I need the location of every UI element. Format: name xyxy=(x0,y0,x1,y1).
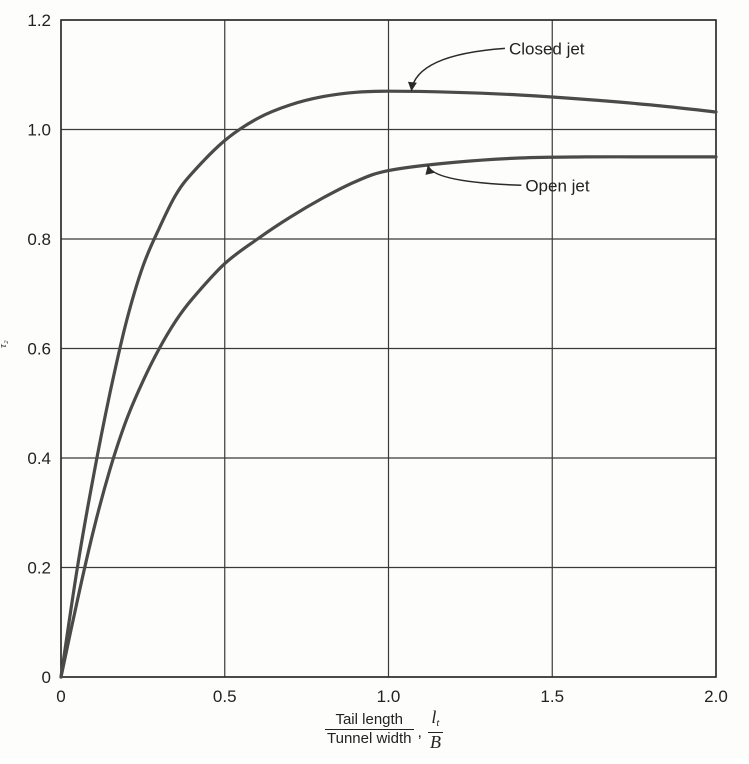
y-tick-label: 0.4 xyxy=(27,449,51,468)
annotation-label: Closed jet xyxy=(509,39,585,58)
y-tick-label: 0.6 xyxy=(27,340,51,359)
x-axis-label-fraction: Tail length Tunnel width xyxy=(325,711,414,748)
annotation-leader xyxy=(427,164,522,186)
x-axis-symbol-sub: t xyxy=(436,717,440,729)
x-axis-label: Tail length Tunnel width , lt B xyxy=(325,708,443,751)
x-tick-label: 1.0 xyxy=(377,687,401,706)
x-axis-symbol-l: l xyxy=(431,707,437,727)
y-tick-label: 0.8 xyxy=(27,230,51,249)
y-tick-label: 1.2 xyxy=(27,11,51,30)
y-tick-label: 0 xyxy=(42,668,51,687)
annotation-arrowhead xyxy=(425,165,435,175)
x-tick-label: 2.0 xyxy=(704,687,728,706)
y-tick-label: 0.2 xyxy=(27,559,51,578)
x-axis-label-comma: , xyxy=(417,723,422,741)
x-axis-label-denominator: Tunnel width xyxy=(325,729,414,747)
series-line-open-jet xyxy=(59,155,718,679)
series-line-closed-jet xyxy=(59,89,718,679)
x-tick-label: 0.5 xyxy=(213,687,237,706)
x-tick-label: 0 xyxy=(56,687,65,706)
annotation-leader xyxy=(410,47,506,92)
plot-frame xyxy=(60,19,717,678)
y-tick-label: 1.0 xyxy=(27,121,51,140)
y-axis-label: τ₂ xyxy=(0,340,9,348)
x-tick-label: 1.5 xyxy=(540,687,564,706)
x-axis-symbol-b: B xyxy=(427,732,443,752)
annotation-label: Open jet xyxy=(525,176,590,195)
x-axis-label-numerator: Tail length xyxy=(335,711,404,728)
x-axis-label-symbol: lt B xyxy=(427,707,443,752)
annotation-arrowhead xyxy=(407,81,417,92)
